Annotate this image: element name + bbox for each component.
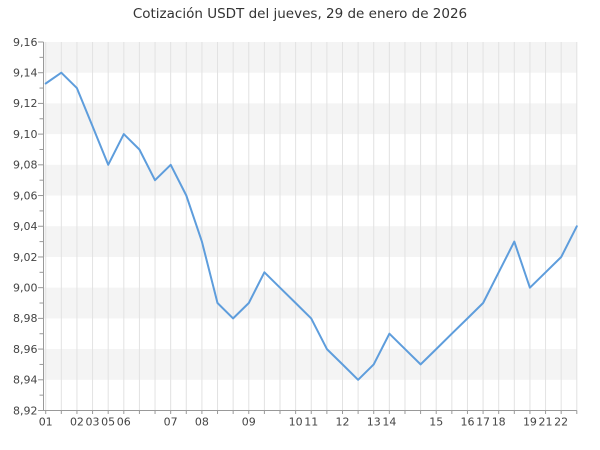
- y-tick-label: 9,10: [13, 128, 38, 141]
- x-tick-label: 03: [86, 416, 100, 429]
- y-tick-label: 9,08: [13, 159, 38, 172]
- background-band: [43, 42, 577, 73]
- y-tick-label: 8,92: [13, 404, 38, 417]
- x-tick-label: 01: [39, 416, 53, 429]
- x-tick-label: 06: [117, 416, 131, 429]
- x-tick-label: 11: [304, 416, 318, 429]
- y-tick-label: 9,16: [13, 36, 38, 49]
- y-tick-label: 9,04: [13, 220, 38, 233]
- y-tick-label: 9,02: [13, 251, 38, 264]
- x-tick-label: 18: [492, 416, 506, 429]
- x-tick-label: 13: [367, 416, 381, 429]
- price-line: [44, 71, 578, 381]
- y-tick-label: 9,06: [13, 189, 38, 202]
- y-tick-label: 9,12: [13, 97, 38, 110]
- x-tick-label: 21: [539, 416, 553, 429]
- x-tick-label: 14: [382, 416, 396, 429]
- background-band: [43, 226, 577, 257]
- y-tick-label: 9,14: [13, 67, 38, 80]
- x-tick-label: 05: [101, 416, 115, 429]
- x-tick-label: 22: [554, 416, 568, 429]
- x-tick-label: 15: [429, 416, 443, 429]
- x-tick-label: 08: [195, 416, 209, 429]
- x-tick-label: 10: [289, 416, 303, 429]
- x-tick-label: 17: [476, 416, 490, 429]
- background-band: [43, 349, 577, 380]
- y-tick-label: 9,00: [13, 281, 38, 294]
- x-tick-label: 02: [70, 416, 84, 429]
- background-band: [43, 164, 577, 196]
- x-tick-label: 12: [335, 416, 349, 429]
- background-band: [43, 103, 577, 135]
- x-tick-label: 07: [164, 416, 178, 429]
- x-tick-label: 09: [242, 416, 256, 429]
- y-tick-label: 8,98: [13, 312, 38, 325]
- y-tick-label: 8,94: [13, 374, 38, 387]
- chart-title: Cotización USDT del jueves, 29 de enero …: [132, 6, 468, 22]
- y-tick-label: 8,96: [13, 343, 38, 356]
- x-tick-label: 19: [523, 416, 537, 429]
- x-tick-label: 16: [460, 416, 474, 429]
